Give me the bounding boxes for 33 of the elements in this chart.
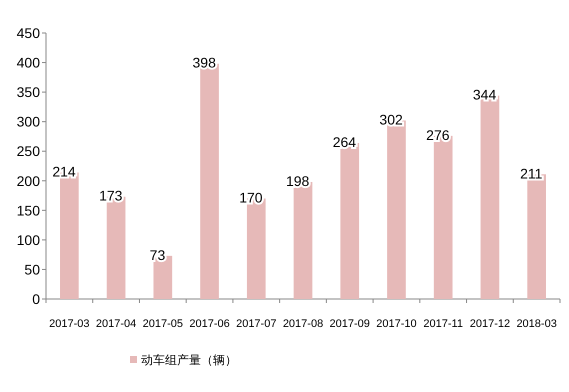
data-label: 198 xyxy=(286,172,310,189)
legend-label: 动车组产量（辆） xyxy=(141,353,237,367)
data-label: 173 xyxy=(99,188,123,204)
data-label: 344 xyxy=(472,86,496,103)
x-tick-label: 2017-12 xyxy=(470,318,510,330)
y-tick-label: 200 xyxy=(16,172,40,189)
x-tick-label: 2017-09 xyxy=(330,318,370,330)
x-tick-label: 2018-03 xyxy=(516,318,557,330)
data-label: 211 xyxy=(520,165,543,182)
x-tick-label: 2017-10 xyxy=(376,318,417,330)
x-tick-label: 2017-11 xyxy=(423,318,463,330)
data-label: 276 xyxy=(426,126,450,143)
y-tick-label: 350 xyxy=(16,84,40,100)
data-label: 214 xyxy=(52,164,76,180)
x-tick-label: 2017-06 xyxy=(189,318,230,330)
x-tick-label: 2017-07 xyxy=(236,318,276,330)
y-tick-label: 50 xyxy=(24,261,40,278)
y-tick-label: 0 xyxy=(32,291,40,307)
y-tick-label: 100 xyxy=(16,232,40,248)
data-label: 264 xyxy=(332,134,356,150)
y-tick-label: 250 xyxy=(16,143,40,160)
x-tick-label: 2017-04 xyxy=(96,318,136,330)
data-label: 170 xyxy=(239,190,263,206)
x-tick-label: 2017-08 xyxy=(282,318,324,330)
data-label: 398 xyxy=(192,54,216,71)
y-tick-label: 450 xyxy=(16,25,40,41)
x-tick-label: 2017-03 xyxy=(49,318,90,330)
y-tick-label: 400 xyxy=(16,54,40,71)
data-label: 73 xyxy=(150,246,166,263)
x-tick-label: 2017-05 xyxy=(142,318,184,330)
y-tick-label: 300 xyxy=(16,114,40,130)
y-tick-label: 150 xyxy=(16,202,40,218)
data-label: 302 xyxy=(379,111,403,128)
